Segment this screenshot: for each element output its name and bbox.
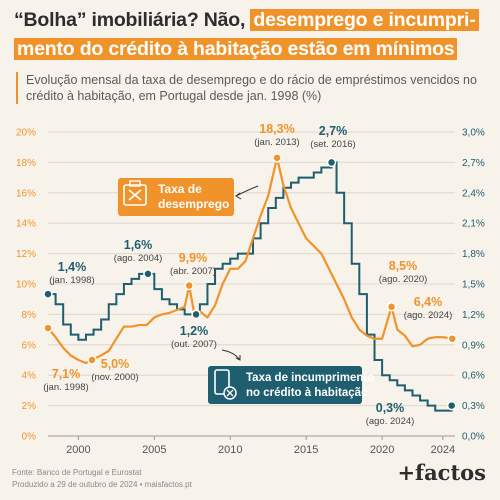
annotation-date: (out. 2007) — [171, 339, 217, 350]
legend-arrow — [235, 185, 259, 197]
y-right-tick-label: 0,3% — [462, 401, 485, 412]
annotation-value: 18,3% — [259, 122, 294, 136]
phone-card-icon — [226, 389, 234, 397]
y-right-tick-label: 2,1% — [462, 219, 485, 230]
default-marker — [143, 269, 153, 279]
annotation-date: (set. 2016) — [310, 139, 355, 150]
title-plain: “Bolha” imobiliária? Não, — [14, 9, 246, 31]
y-left-tick-label: 20% — [16, 128, 36, 139]
legend-unemployment-text: Taxa de — [158, 182, 202, 196]
x-tick-label: 2024 — [431, 444, 455, 456]
y-left-tick-label: 8% — [22, 310, 37, 321]
x-tick-label: 2010 — [218, 444, 242, 456]
annotation-date: (ago. 2024) — [404, 310, 453, 321]
default-marker — [326, 157, 337, 168]
default-marker — [446, 400, 457, 411]
annotation-date: (ago. 2004) — [114, 253, 163, 264]
unemployment-marker — [43, 323, 53, 333]
y-right-tick-label: 1,8% — [462, 249, 485, 260]
x-tick-label: 2015 — [294, 444, 318, 456]
y-right-tick-label: 1,2% — [462, 310, 485, 321]
y-left-tick-label: 18% — [16, 158, 36, 169]
legend-unemployment-text: desemprego — [158, 197, 229, 211]
y-left-tick-label: 14% — [16, 219, 36, 230]
annotation-date: (ago. 2020) — [379, 274, 428, 285]
annotation-value: 1,4% — [58, 260, 87, 274]
unemployment-marker — [184, 280, 194, 291]
default-marker — [43, 289, 53, 299]
annotation-value: 7,1% — [52, 367, 81, 381]
annotation-value: 9,9% — [179, 251, 208, 265]
legend-arrow — [221, 349, 241, 361]
y-right-tick-label: 3,0% — [462, 128, 485, 139]
y-left-tick-label: 2% — [22, 401, 37, 412]
annotation-date: (ago. 2024) — [366, 416, 415, 427]
unemployment-marker — [87, 355, 97, 365]
x-tick-label: 2020 — [370, 444, 394, 456]
unemployment-marker — [447, 333, 458, 344]
unemployment-marker — [272, 153, 282, 163]
maisfactos-logo: +factos — [397, 460, 486, 485]
legend-default-box — [208, 366, 362, 404]
unemployment-marker — [386, 302, 397, 312]
default-marker — [191, 309, 201, 320]
y-left-tick-label: 4% — [22, 371, 37, 382]
y-right-tick-label: 0,9% — [462, 340, 485, 351]
legend-arrow — [235, 192, 242, 200]
y-left-tick-label: 16% — [16, 188, 36, 199]
default-rate-line — [48, 161, 453, 412]
legend-default-text: no crédito à habitação — [246, 387, 368, 399]
footer-source: Fonte: Banco de Portugal e Eurostat — [12, 468, 142, 477]
annotation-date: (jan. 2013) — [254, 137, 299, 148]
annotation-value: 1,2% — [180, 324, 209, 338]
annotation-date: (jan. 1998) — [49, 275, 94, 286]
legend-default-text: Taxa de incumprimento — [246, 372, 374, 384]
y-right-tick-label: 0,0% — [462, 432, 485, 443]
y-right-tick-label: 0,6% — [462, 371, 485, 382]
y-left-tick-label: 10% — [16, 280, 36, 291]
legend-unemployment-box — [118, 178, 234, 216]
briefcase-icon — [129, 180, 141, 187]
annotation-value: 6,4% — [414, 295, 443, 309]
briefcase-icon — [128, 189, 142, 201]
annotation-date: (nov. 2000) — [91, 372, 138, 383]
annotation-value: 0,3% — [376, 401, 405, 415]
y-right-tick-label: 2,4% — [462, 188, 485, 199]
chart-title: “Bolha” imobiliária? Não, desemprego e i… — [14, 6, 488, 64]
y-left-tick-label: 0% — [22, 432, 37, 443]
y-right-tick-label: 1,5% — [462, 280, 485, 291]
annotation-value: 2,7% — [319, 124, 348, 138]
phone-card-icon — [214, 369, 230, 395]
unemployment-line — [47, 156, 453, 365]
annotation-date: (abr. 2007) — [170, 266, 216, 277]
annotation-value: 5,0% — [101, 357, 130, 371]
briefcase-icon — [123, 184, 147, 206]
annotation-date: (jan. 1998) — [43, 382, 88, 393]
y-left-tick-label: 12% — [16, 249, 36, 260]
y-left-tick-label: 6% — [22, 340, 37, 351]
footer-produced: Produzido a 29 de outubro de 2024 • mais… — [12, 480, 192, 489]
annotation-value: 1,6% — [124, 238, 153, 252]
title-highlight-2: mento do crédito à habitação estão em mí… — [14, 38, 458, 60]
annotation-value: 8,5% — [389, 259, 418, 273]
legend-arrow — [235, 355, 241, 361]
x-tick-label: 2005 — [142, 444, 166, 456]
y-right-tick-label: 2,7% — [462, 158, 485, 169]
chart-subtitle: Evolução mensal da taxa de desemprego e … — [16, 72, 496, 104]
title-highlight-1: desemprego e incumpri- — [250, 9, 479, 31]
x-tick-label: 2000 — [66, 444, 90, 456]
